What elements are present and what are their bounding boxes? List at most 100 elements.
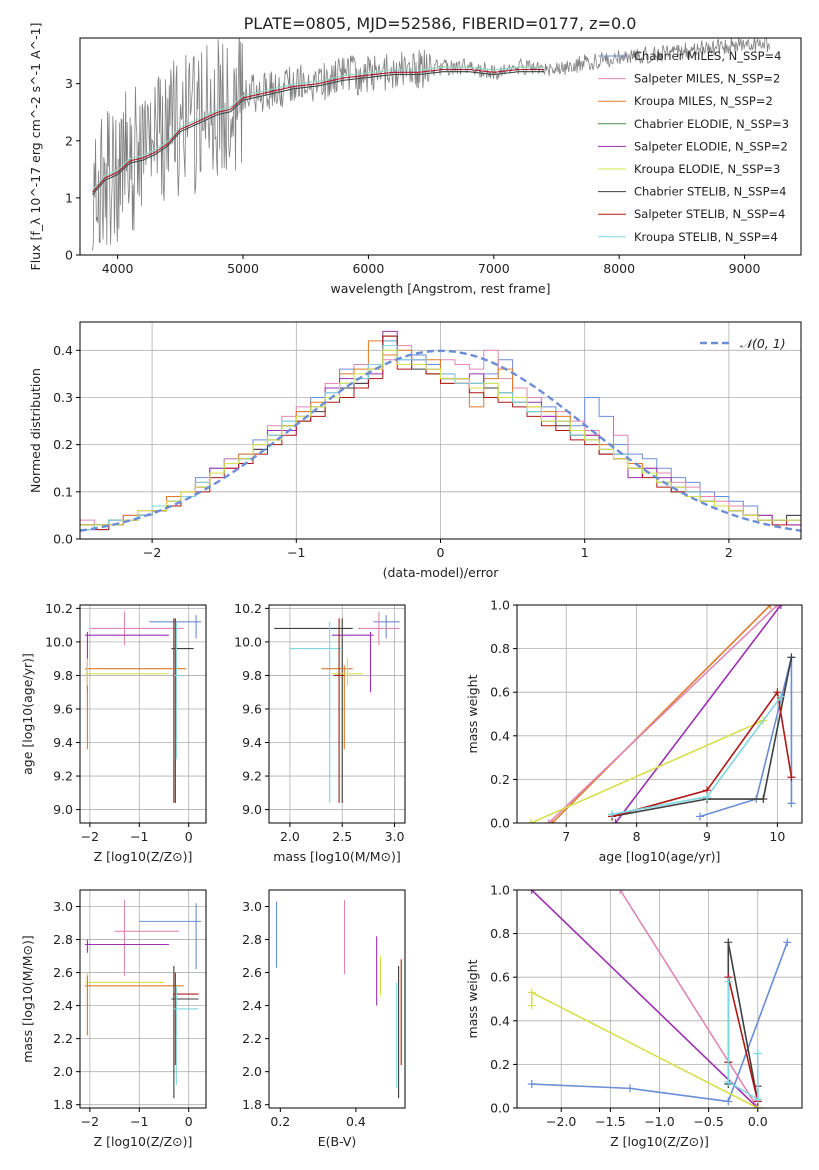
y-tick-label: 2	[65, 133, 73, 148]
x-tick-label: −1	[130, 829, 148, 844]
x-tick-label: 2.0	[280, 829, 300, 844]
x-tick-label: −2	[81, 1114, 99, 1129]
histogram-step	[80, 349, 801, 539]
y-tick-label: 0.4	[490, 728, 510, 743]
x-tick-label: 7	[562, 829, 570, 844]
y-tick-label: 9.8	[242, 668, 262, 683]
weight-line	[611, 696, 782, 816]
data-point	[173, 985, 199, 1085]
x-tick-label: 8000	[603, 261, 635, 276]
plot-area	[80, 890, 206, 1108]
y-tick-label: 2.6	[53, 965, 73, 980]
chart-age-vs-mass: 2.0 2.5 3.0 9.0 9.2 9.4 9.6 9.8 10.0 10.2 mass [lo…	[234, 601, 406, 864]
x-tick-label: 1	[581, 545, 589, 560]
x-tick-label: −2.0	[546, 1114, 576, 1129]
y-tick-label: 0.3	[53, 390, 73, 405]
y-tick-label: 0.4	[53, 343, 73, 358]
weight-line	[531, 942, 789, 1103]
x-tick-label: 4000	[102, 261, 134, 276]
legend-label: Kroupa STELIB, N_SSP=4	[634, 230, 778, 244]
x-axis-label: mass [log10(M/M⊙)]	[273, 849, 401, 864]
weight-marker	[527, 890, 536, 894]
weight-marker	[527, 1080, 536, 1089]
y-tick-label: 9.4	[53, 735, 73, 750]
observed-spectrum-line	[92, 38, 771, 251]
x-tick-label: 2	[725, 545, 733, 560]
x-tick-label: 10	[769, 829, 785, 844]
legend-label: Chabrier MILES, N_SSP=4	[634, 49, 781, 63]
plot-area	[92, 38, 771, 251]
x-tick-label: 0	[185, 829, 193, 844]
data-point	[84, 665, 187, 750]
x-tick-label: 6000	[352, 261, 384, 276]
x-tick-label: 0	[185, 1114, 193, 1129]
chart-mass-vs-Z: −2 −1 0 1.8 2.0 2.2 2.4 2.6 2.8 3.0 Z [log10(Z/Z⊙)…	[20, 889, 207, 1149]
data-point	[333, 618, 345, 803]
data-point	[139, 903, 202, 970]
weight-marker	[753, 1095, 762, 1104]
y-tick-label: 10.2	[234, 601, 262, 616]
y-axis-label: mass weight	[465, 674, 480, 753]
y-tick-label: 0.0	[490, 1101, 510, 1116]
x-tick-label: −1	[287, 545, 305, 560]
weight-marker	[753, 1049, 762, 1058]
legend-label: Chabrier ELODIE, N_SSP=3	[634, 117, 789, 131]
data-point	[331, 631, 374, 693]
data-point	[84, 975, 184, 1036]
x-axis-label: age [log10(age/yr)]	[599, 849, 721, 864]
plot-area	[276, 899, 402, 1099]
chart-residuals: 𝒩(0, 1) −2 −1 0 1 2 0.0 0.1 0.2 0.3 0.4 (data-model…	[28, 321, 802, 580]
axes-frame	[79, 604, 207, 824]
axes-frame	[79, 889, 207, 1109]
y-tick-label: 0.8	[490, 926, 510, 941]
y-tick-label: 3.0	[242, 899, 262, 914]
weight-marker	[759, 795, 768, 804]
data-point	[357, 611, 400, 646]
data-point	[274, 618, 353, 803]
legend-label: 𝒩(0, 1)	[740, 336, 786, 351]
y-tick-label: 0	[65, 248, 73, 263]
y-tick-label: 9.0	[242, 802, 262, 817]
x-tick-label: 0	[437, 545, 445, 560]
weight-line	[727, 942, 759, 1102]
legend-label: Kroupa MILES, N_SSP=2	[634, 94, 773, 108]
data-point	[84, 972, 164, 1006]
legend: Chabrier MILES, N_SSP=4 Salpeter MILES, N…	[598, 49, 789, 244]
weight-line	[530, 719, 764, 823]
x-axis-label: (data-model)/error	[383, 565, 500, 580]
data-point	[289, 621, 343, 803]
weight-marker	[773, 605, 782, 609]
legend-label: Chabrier STELIB, N_SSP=4	[634, 185, 786, 199]
y-axis-label: age [log10(age/yr)]	[20, 653, 35, 775]
chart-age-vs-Z: −2 −1 0 9.0 9.2 9.4 9.6 9.8 10.0 10.2 Z [log10(Z/Z…	[20, 601, 207, 864]
y-tick-label: 1.0	[490, 883, 510, 898]
weight-marker	[703, 792, 711, 801]
y-tick-label: 0.6	[490, 685, 510, 700]
y-tick-label: 1	[65, 190, 73, 205]
weight-marker	[776, 605, 785, 609]
legend-label: Salpeter MILES, N_SSP=2	[634, 72, 780, 86]
y-tick-label: 2.8	[242, 932, 262, 947]
figure-title: PLATE=0805, MJD=52586, FIBERID=0177, z=0…	[244, 14, 637, 33]
data-point	[331, 658, 364, 686]
y-tick-label: 0.0	[53, 532, 73, 547]
y-tick-label: 2.6	[242, 965, 262, 980]
y-tick-label: 2.8	[53, 932, 73, 947]
weight-marker	[527, 1001, 536, 1010]
x-tick-label: 0.4	[346, 1114, 366, 1129]
weight-marker	[608, 810, 616, 819]
weight-line	[611, 690, 793, 818]
plot-area	[517, 890, 802, 1108]
x-axis-label: Z [log10(Z/Z⊙)]	[610, 1134, 709, 1149]
plot-area	[80, 605, 206, 823]
weight-line	[699, 657, 793, 818]
x-tick-label: 0.2	[270, 1114, 290, 1129]
y-tick-label: 0.0	[490, 816, 510, 831]
x-axis-label: wavelength [Angstrom, rest frame]	[330, 281, 550, 296]
weight-line	[727, 981, 759, 1101]
y-tick-label: 9.0	[53, 802, 73, 817]
weight-line	[551, 605, 771, 823]
y-tick-label: 2.0	[242, 1064, 262, 1079]
plot-area	[80, 322, 801, 539]
